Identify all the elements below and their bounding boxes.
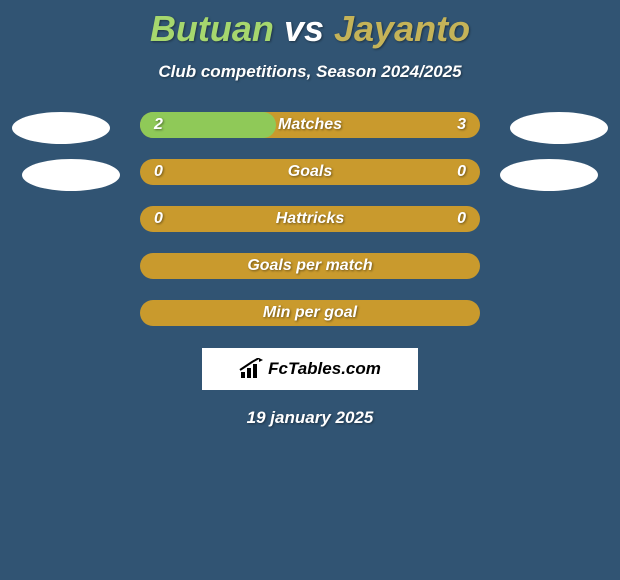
comparison-infographic: Butuan vs Jayanto Club competitions, Sea…	[0, 0, 620, 428]
stat-value-right: 0	[457, 163, 466, 181]
stat-bar-goals: 0 Goals 0	[140, 159, 480, 185]
page-title: Butuan vs Jayanto	[0, 0, 620, 56]
stat-row: 0 Goals 0	[0, 159, 620, 185]
stat-row: 0 Hattricks 0	[0, 206, 620, 232]
bar-chart-icon	[239, 358, 263, 380]
title-player-right: Jayanto	[334, 8, 470, 49]
stat-bar-goals-per-match: Goals per match	[140, 253, 480, 279]
stat-label: Min per goal	[140, 304, 480, 322]
stat-row: Goals per match	[0, 253, 620, 279]
stat-label: Goals per match	[140, 257, 480, 275]
stat-value-right: 0	[457, 210, 466, 228]
subtitle: Club competitions, Season 2024/2025	[0, 62, 620, 82]
stat-row: 2 Matches 3	[0, 112, 620, 138]
stat-bar-hattricks: 0 Hattricks 0	[140, 206, 480, 232]
date-text: 19 january 2025	[0, 408, 620, 428]
stat-row: Min per goal	[0, 300, 620, 326]
stat-bar-min-per-goal: Min per goal	[140, 300, 480, 326]
stat-label: Matches	[140, 116, 480, 134]
stat-label: Hattricks	[140, 210, 480, 228]
stat-value-right: 3	[457, 116, 466, 134]
title-player-left: Butuan	[150, 8, 274, 49]
title-vs: vs	[284, 8, 324, 49]
brand-badge: FcTables.com	[202, 348, 418, 390]
stat-label: Goals	[140, 163, 480, 181]
brand-text: FcTables.com	[268, 359, 381, 379]
stat-rows: 2 Matches 3 0 Goals 0 0 Hattricks 0	[0, 112, 620, 326]
stat-bar-matches: 2 Matches 3	[140, 112, 480, 138]
